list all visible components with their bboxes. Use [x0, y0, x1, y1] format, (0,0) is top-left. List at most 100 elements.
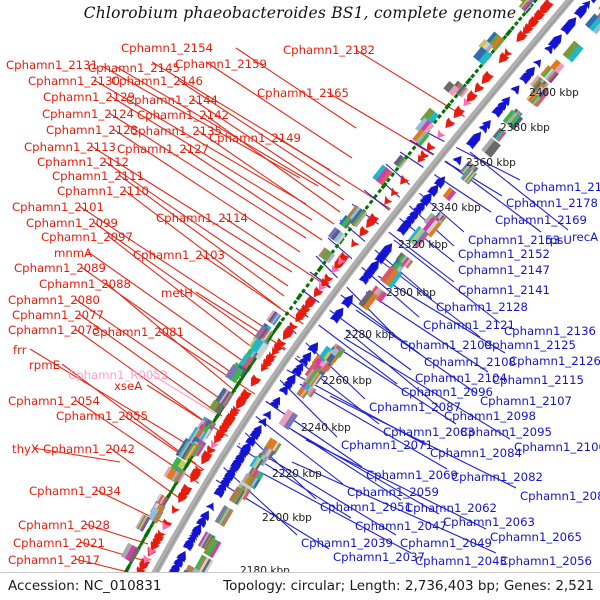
gene-label-forward[interactable]: Cphamn1_2088	[39, 277, 131, 291]
gene-label-forward[interactable]: Cphamn1_2099	[26, 216, 118, 230]
gene-label-forward[interactable]: Cphamn1_2021	[13, 536, 105, 550]
gene-label-reverse[interactable]: Cphamn1_2047	[355, 519, 447, 533]
gene-label-reverse[interactable]: Cphamn1_2087	[369, 400, 461, 414]
gene-label-reverse[interactable]: Cphamn1_2039	[301, 536, 393, 550]
gene-label-reverse[interactable]: Cphamn1_2095	[460, 425, 552, 439]
gene-label-reverse[interactable]: Cphamn1_2152	[458, 247, 550, 261]
gene-label-forward[interactable]: Cphamn1_2135	[130, 124, 222, 138]
gene-label-forward[interactable]: Cphamn1_2165	[257, 86, 349, 100]
gene-label-forward[interactable]: thyX	[12, 442, 39, 456]
gene-label-forward[interactable]: Cphamn1_2080	[8, 293, 100, 307]
gene-label-forward[interactable]: Cphamn1_2089	[14, 261, 106, 275]
footer-bar: Accession: NC_010831 Topology: circular;…	[0, 572, 600, 600]
gene-label-forward[interactable]: metH	[161, 286, 193, 300]
gene-label-forward[interactable]: Cphamn1_2149	[209, 131, 301, 145]
gene-label-reverse[interactable]: Cphamn1_2141	[458, 283, 550, 297]
gene-label-reverse[interactable]: Cphamn1_2059	[347, 485, 439, 499]
gene-label-forward[interactable]: Cphamn1_2123	[46, 123, 138, 137]
gene-label-reverse[interactable]: Cphamn1_2187	[525, 180, 600, 194]
gene-label-forward[interactable]: rpmE	[29, 358, 60, 372]
gene-label-reverse[interactable]: Cphamn1_2169	[495, 213, 587, 227]
gene-label-reverse[interactable]: Cphamn1_2121	[423, 318, 515, 332]
gene-label-reverse[interactable]: Cphamn1_2037	[333, 550, 425, 564]
scale-tick-label: 2300 kbp	[386, 287, 436, 299]
gene-label-reverse[interactable]: Cphamn1_2069	[366, 468, 458, 482]
gene-label-forward[interactable]: Cphamn1_2127	[117, 142, 209, 156]
gene-label-forward[interactable]: Cphamn1_2112	[37, 155, 129, 169]
gene-label-forward[interactable]: Cphamn1_2114	[156, 211, 248, 225]
gene-label-forward[interactable]: Cphamn1_2130	[28, 74, 120, 88]
gene-label-forward[interactable]: Cphamn1_2073	[8, 323, 100, 337]
scale-tick-label: 2220 kbp	[272, 468, 322, 480]
gene-label-forward[interactable]: Cphamn1_2159	[175, 57, 267, 71]
gene-label-reverse[interactable]: Cphamn1_2049	[400, 536, 492, 550]
gene-label-forward[interactable]: Cphamn1_2182	[283, 43, 375, 57]
gene-label-forward[interactable]: mnmA	[54, 246, 93, 260]
gene-label-reverse[interactable]: Cphamn1_2084	[430, 446, 522, 460]
gene-label-forward[interactable]: Cphamn1_2146	[111, 74, 203, 88]
gene-label-reverse[interactable]: Cphamn1_2063	[443, 515, 535, 529]
topology-text: Topology: circular; Length: 2,736,403 bp…	[223, 578, 594, 594]
gene-label-reverse[interactable]: Cphamn1_2062	[405, 501, 497, 515]
gene-label-forward[interactable]: Cphamn1_2144	[126, 93, 218, 107]
gene-label-forward[interactable]: Cphamn1_2103	[133, 248, 225, 262]
gene-label-reverse[interactable]: Cphamn1_2096	[401, 385, 493, 399]
gene-label-reverse[interactable]: Cphamn1_2126	[509, 354, 600, 368]
gene-label-reverse[interactable]: Cphamn1_2108	[424, 355, 516, 369]
gene-label-reverse[interactable]: Cphamn1_2107	[480, 394, 572, 408]
gene-label-forward[interactable]: Cphamn1_2113	[24, 140, 116, 154]
gene-label-reverse[interactable]: Cphamn1_2085	[520, 489, 600, 503]
rna-features	[143, 97, 472, 564]
gene-label-forward[interactable]: Cphamn1_2129	[43, 90, 135, 104]
gene-label-reverse[interactable]: Cphamn1_2109	[400, 338, 492, 352]
gene-label-forward[interactable]: Cphamn1_2028	[18, 518, 110, 532]
domain-feature-blocks	[120, 0, 600, 572]
gene-label-forward[interactable]: Cphamn1_2017	[8, 553, 100, 567]
scale-tick-label: 2400 kbp	[529, 87, 579, 99]
gene-label-reverse[interactable]: Cphamn1_2178	[506, 196, 598, 210]
gene-label-forward[interactable]: Cphamn1_2101	[12, 200, 104, 214]
gene-label-reverse[interactable]: rpsU	[545, 233, 572, 247]
gene-label-forward[interactable]: frr	[13, 343, 27, 357]
gene-label-reverse[interactable]: recA	[572, 230, 599, 244]
gene-label-reverse[interactable]: Cphamn1_2128	[436, 300, 528, 314]
gene-label-reverse[interactable]: Cphamn1_2056	[500, 554, 592, 568]
gene-label-forward[interactable]: Cphamn1_2097	[41, 230, 133, 244]
forward-strand-genes	[136, 0, 554, 572]
gene-label-reverse[interactable]: Cphamn1_2136	[504, 324, 596, 338]
gene-label-forward[interactable]: Cphamn1_2077	[12, 308, 104, 322]
gene-label-reverse[interactable]: Cphamn1_2153	[468, 233, 560, 247]
gene-label-reverse[interactable]: Cphamn1_2147	[458, 263, 550, 277]
gene-label-rna[interactable]: Cphamn1_R0052	[68, 368, 169, 382]
gene-label-reverse[interactable]: Cphamn1_2043	[415, 554, 507, 568]
gene-label-forward[interactable]: Cphamn1_2131	[6, 58, 98, 72]
gene-label-reverse[interactable]: Cphamn1_2083	[383, 425, 475, 439]
gene-label-forward[interactable]: Cphamn1_2111	[52, 169, 144, 183]
gene-label-forward[interactable]: Cphamn1_2081	[92, 325, 184, 339]
gene-label-reverse[interactable]: Cphamn1_2071	[341, 438, 433, 452]
gene-label-forward[interactable]: Cphamn1_2054	[8, 394, 100, 408]
gene-label-forward[interactable]: Cphamn1_2034	[29, 484, 121, 498]
gene-label-forward[interactable]: Cphamn1_2142	[137, 108, 229, 122]
gene-label-reverse[interactable]: Cphamn1_2065	[490, 530, 582, 544]
reverse-leader-lines	[215, 127, 569, 554]
gene-label-forward[interactable]: Cphamn1_2042	[43, 442, 135, 456]
gene-label-forward[interactable]: xseA	[114, 379, 143, 393]
gene-label-reverse[interactable]: Cphamn1_2104	[415, 371, 507, 385]
gene-label-reverse[interactable]: Cphamn1_2115	[492, 373, 584, 387]
rna-leader-lines	[150, 373, 217, 415]
scale-tick-label: 2380 kbp	[500, 122, 550, 134]
gene-label-forward[interactable]: Cphamn1_2154	[121, 41, 213, 55]
gene-label-forward[interactable]: Cphamn1_2055	[56, 409, 148, 423]
scale-tick-label: 2180 kbp	[240, 565, 290, 577]
gene-label-reverse[interactable]: Cphamn1_2051	[320, 500, 412, 514]
scale-tick-label: 2240 kbp	[301, 422, 351, 434]
gene-label-forward[interactable]: Cphamn1_2124	[42, 107, 134, 121]
gene-label-reverse[interactable]: Cphamn1_2125	[484, 338, 576, 352]
gene-label-reverse[interactable]: Cphamn1_2098	[444, 409, 536, 423]
scale-tick-label: 2260 kbp	[322, 375, 372, 387]
gene-label-reverse[interactable]: Cphamn1_2082	[451, 470, 543, 484]
gene-label-forward[interactable]: Cphamn1_2145	[88, 61, 180, 75]
gene-label-forward[interactable]: Cphamn1_2110	[57, 184, 149, 198]
gene-label-reverse[interactable]: Cphamn1_2100	[514, 440, 600, 454]
